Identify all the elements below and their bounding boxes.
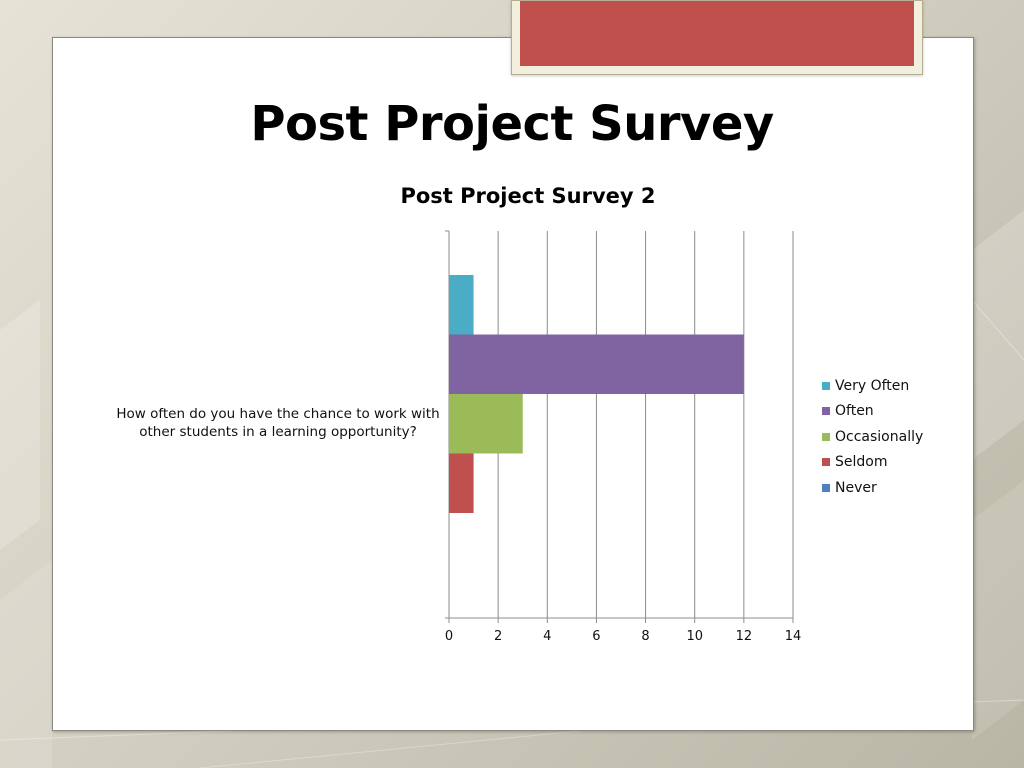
bar-very-often (449, 275, 474, 335)
accent-bar (520, 1, 914, 66)
legend-item: Very Often (822, 373, 923, 399)
x-tick-label: 8 (641, 629, 649, 644)
legend-item: Never (822, 475, 923, 501)
x-tick-label: 12 (736, 629, 753, 644)
x-tick-label: 4 (543, 629, 551, 644)
x-tick-label: 6 (592, 629, 600, 644)
bar-often (449, 334, 744, 394)
legend-item: Often (822, 399, 923, 425)
legend-item: Seldom (822, 450, 923, 476)
legend-swatch (822, 483, 830, 492)
chart-legend: Very Often Often Occasionally Seldom Never (822, 373, 923, 501)
legend-label: Seldom (835, 454, 888, 471)
legend-label: Never (835, 479, 877, 496)
x-tick-label: 14 (785, 629, 802, 644)
legend-swatch (822, 381, 830, 390)
accent-banner (511, 0, 923, 75)
legend-swatch (822, 407, 830, 416)
legend-label: Very Often (835, 377, 910, 394)
category-label: How often do you have the chance to work… (116, 406, 440, 440)
legend-label: Often (835, 403, 874, 420)
x-tick-label: 0 (445, 629, 453, 644)
legend-swatch (822, 458, 830, 467)
x-tick-label: 2 (494, 629, 502, 644)
legend-swatch (822, 432, 830, 441)
legend-item: Occasionally (822, 424, 923, 450)
bar-seldom (449, 453, 474, 513)
bar-occasionally (449, 394, 523, 454)
x-tick-label: 10 (686, 629, 703, 644)
chart-title: Post Project Survey 2 (400, 184, 656, 208)
legend-label: Occasionally (835, 428, 924, 445)
slide-title: Post Project Survey (250, 96, 774, 152)
